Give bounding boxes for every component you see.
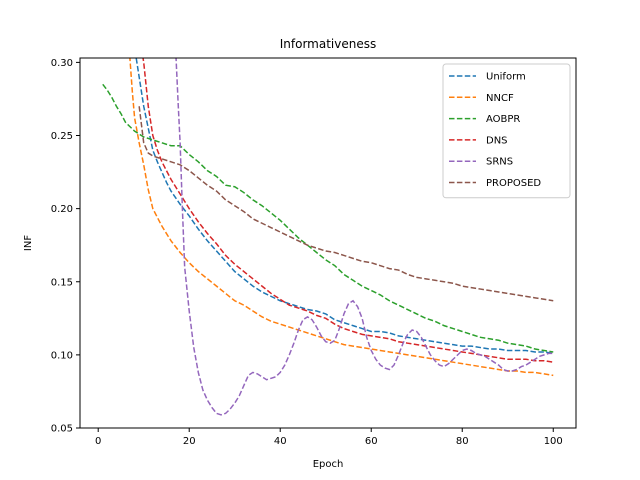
legend: Uniform NNCF AOBPR DNS SRNS PROPOSED [442,63,571,199]
y-axis-label: INF [23,235,34,251]
x-tick-label: 80 [456,436,469,447]
plot-frame [79,57,577,429]
legend-label: Uniform [486,72,526,83]
legend-label: SRNS [486,157,513,168]
series-line-proposed [138,106,554,302]
y-tick-label: 0.20 [51,204,73,215]
chart-title: Informativeness [280,37,377,51]
y-tick-label: 0.05 [51,424,73,435]
y-axis: 0.05 0.10 0.15 0.20 0.25 0.30 [51,58,80,435]
legend-label: PROPOSED [486,178,541,189]
series-line-srns [175,58,554,416]
series-line-nncf [129,58,554,377]
legend-label: DNS [486,135,508,146]
x-axis: 0 20 40 60 80 100 [95,428,563,447]
legend-label: NNCF [486,93,514,104]
x-tick-label: 100 [544,436,563,447]
x-axis-label: Epoch [313,459,344,470]
y-tick-label: 0.15 [51,277,73,288]
series-layer [102,58,554,416]
x-tick-label: 20 [183,436,196,447]
x-tick-label: 40 [274,436,287,447]
y-tick-label: 0.30 [51,58,73,69]
series-line-uniform [135,58,554,355]
x-tick-label: 60 [365,436,378,447]
legend-label: AOBPR [486,114,520,125]
x-tick-label: 0 [95,436,101,447]
y-tick-label: 0.25 [51,131,73,142]
y-tick-label: 0.10 [51,350,73,361]
